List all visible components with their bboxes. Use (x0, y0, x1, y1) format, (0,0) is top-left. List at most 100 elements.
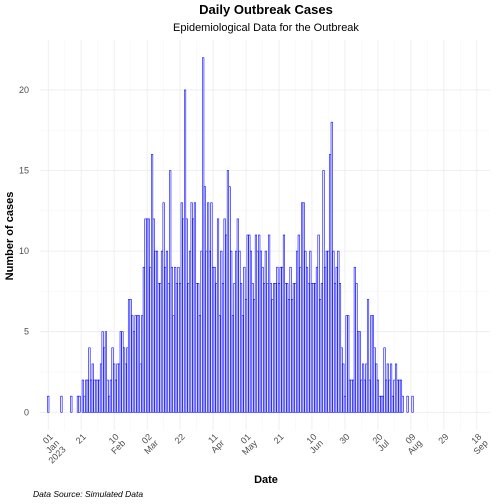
bar (379, 396, 380, 412)
bar (226, 235, 227, 412)
bar (323, 171, 324, 413)
x-tick-line: 21 (272, 432, 286, 446)
bar (267, 283, 268, 412)
bar (209, 251, 210, 412)
x-tick-label: 10Jun (301, 432, 325, 456)
bar (211, 203, 212, 413)
bar (202, 58, 203, 413)
bar (100, 364, 101, 412)
bar (127, 348, 128, 412)
y-tick-label: 15 (19, 166, 29, 176)
x-tick-label: 01Jan2023 (34, 432, 68, 466)
bar (291, 299, 292, 412)
x-tick-label: 10Feb (103, 432, 127, 456)
bar (334, 283, 335, 412)
bar (169, 171, 170, 413)
bar (79, 396, 80, 412)
bar (245, 299, 246, 412)
x-tick-label: 20Jul (369, 432, 391, 454)
bar (268, 235, 269, 412)
bar (95, 380, 96, 412)
bar (227, 171, 228, 413)
bar (123, 348, 124, 412)
bar (283, 235, 284, 412)
bar (165, 267, 166, 412)
bar (369, 380, 370, 412)
bar (305, 251, 306, 412)
bar (217, 219, 218, 412)
bar (273, 283, 274, 412)
x-tick-text: 21 (272, 432, 286, 446)
bar (296, 251, 297, 412)
bar (277, 267, 278, 412)
bar (357, 332, 358, 413)
bar (171, 267, 172, 412)
bar (194, 203, 195, 413)
bar (254, 299, 255, 412)
bar (186, 219, 187, 412)
bar (346, 316, 347, 413)
bar (168, 283, 169, 412)
bar (199, 316, 200, 413)
bar (112, 348, 113, 412)
y-tick-label: 10 (19, 246, 29, 256)
bar (310, 251, 311, 412)
bar (153, 219, 154, 412)
bars (48, 58, 414, 413)
bar (104, 348, 105, 412)
chart-title: Daily Outbreak Cases (199, 2, 333, 17)
bar (385, 380, 386, 412)
y-tick-label: 0 (24, 407, 29, 417)
y-tick-label: 20 (19, 85, 29, 95)
bar (87, 380, 88, 412)
y-tick-label: 5 (24, 327, 29, 337)
bar (189, 251, 190, 412)
bar (338, 251, 339, 412)
bar (262, 267, 263, 412)
bar (138, 316, 139, 413)
bar (250, 251, 251, 412)
bar (364, 380, 365, 412)
bar (306, 267, 307, 412)
bar (282, 267, 283, 412)
bar (272, 299, 273, 412)
bar (214, 267, 215, 412)
bar (329, 154, 330, 412)
bar (394, 380, 395, 412)
bar (252, 283, 253, 412)
x-tick-text: 10Jun (301, 432, 325, 456)
bar (239, 251, 240, 412)
bar (166, 251, 167, 412)
bar (399, 380, 400, 412)
bar (183, 219, 184, 412)
x-tick-text: 02Mar (136, 432, 160, 456)
bar (344, 396, 345, 412)
x-tick-line: 21 (74, 432, 88, 446)
bar (352, 380, 353, 412)
bar (156, 251, 157, 412)
bar (285, 283, 286, 412)
x-axis: 01Jan2023 21 10Feb 02Mar 22 11Apr 01May 21 10Jun… (34, 431, 490, 465)
bar (229, 187, 230, 413)
x-tick-text: 21 (74, 432, 88, 446)
bar (412, 396, 413, 412)
bar (367, 299, 368, 412)
bar (260, 251, 261, 412)
x-tick-label: 21 (272, 432, 286, 446)
bar (237, 219, 238, 412)
bar (105, 332, 106, 413)
y-axis: 0 5 10 15 20 (19, 85, 29, 417)
bar (125, 364, 126, 412)
bar (176, 283, 177, 412)
bar (99, 380, 100, 412)
bar (230, 251, 231, 412)
bar (319, 299, 320, 412)
bar (324, 267, 325, 412)
bar (326, 251, 327, 412)
bar (89, 348, 90, 412)
x-tick-label: 09Aug (399, 432, 424, 457)
x-tick-text: 18Sep (465, 432, 490, 457)
bar (349, 380, 350, 412)
bar (84, 396, 85, 412)
bar (122, 332, 123, 413)
